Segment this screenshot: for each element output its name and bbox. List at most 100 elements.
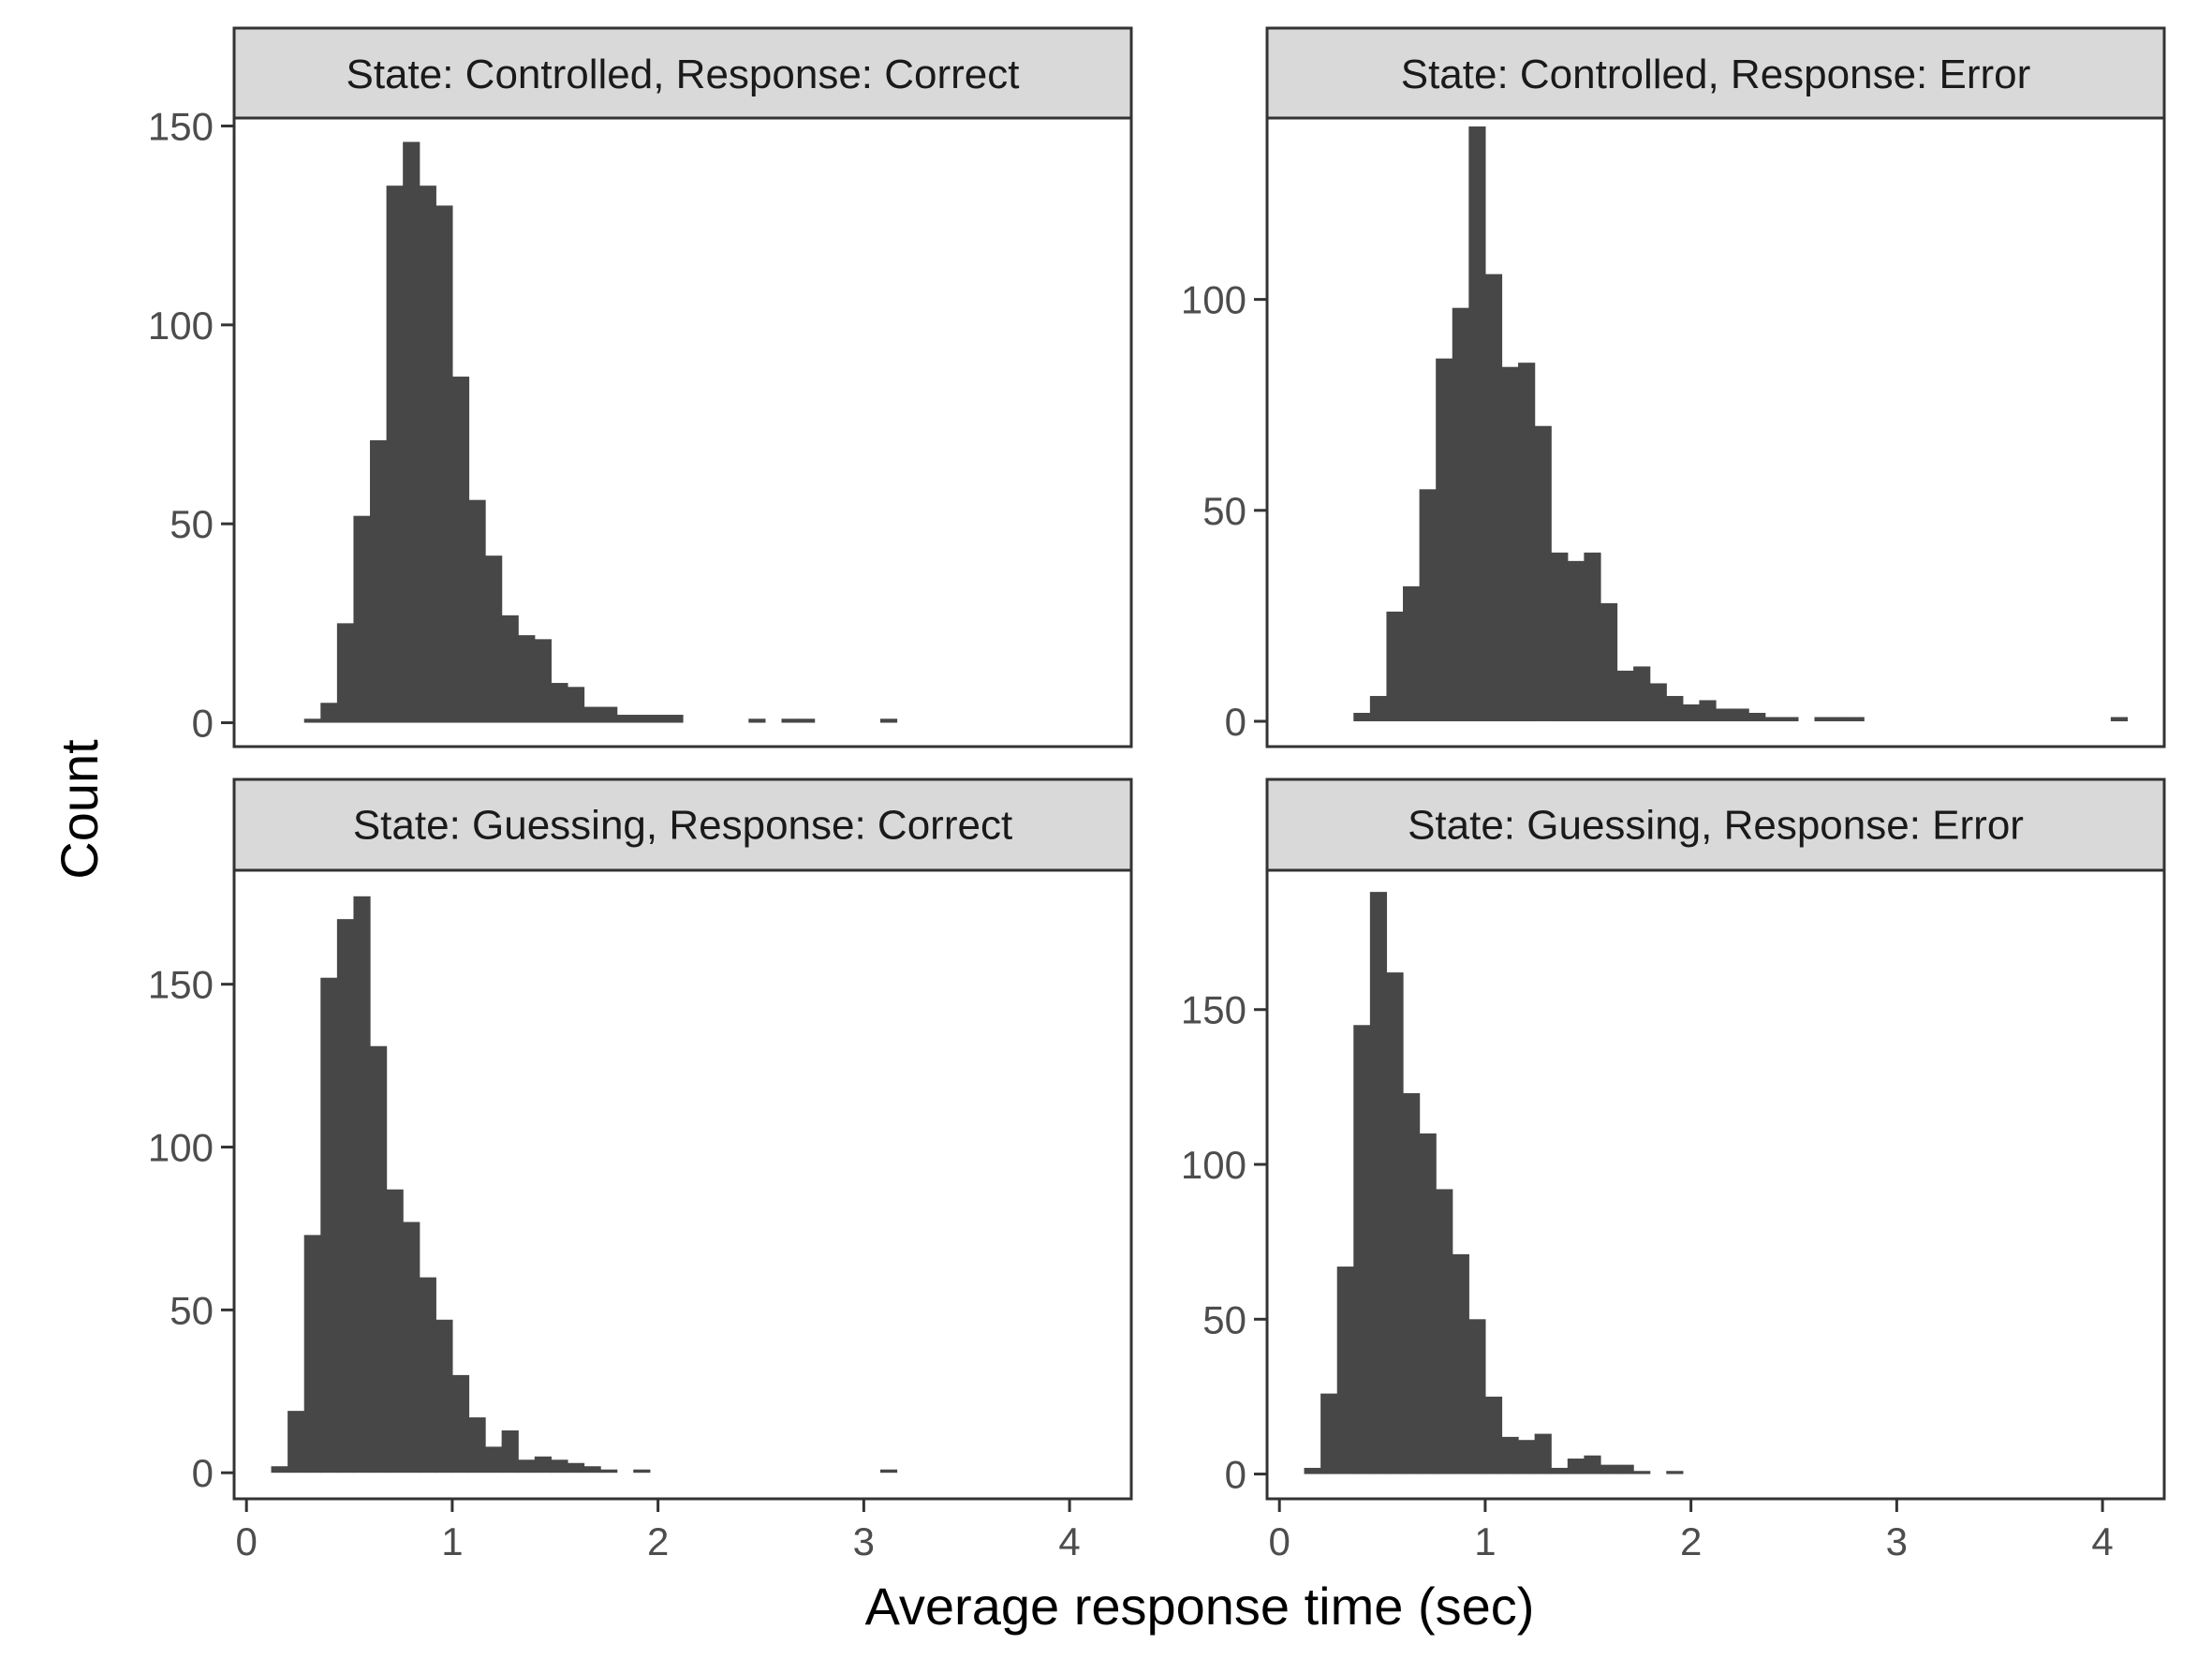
y-tick-label: 0 [192, 1451, 214, 1495]
histogram-bar [1633, 1471, 1651, 1474]
histogram-bar [353, 896, 371, 1474]
histogram-bar [1567, 1459, 1585, 1474]
y-tick-label: 100 [148, 1126, 214, 1170]
panel-border [232, 868, 1133, 1501]
x-tick-label: 0 [1269, 1519, 1290, 1563]
histogram-bar [1682, 704, 1701, 721]
facet-strip-label: State: Controlled, Response: Correct [346, 52, 1019, 97]
histogram-bar [748, 718, 766, 723]
histogram-bar [501, 615, 519, 723]
histogram-bar [1551, 552, 1569, 721]
histogram-bar [1353, 712, 1371, 721]
histogram-bar [1452, 307, 1469, 721]
y-tick-label: 0 [192, 702, 214, 746]
histogram-bar [1386, 611, 1404, 721]
histogram-bar [403, 141, 420, 723]
y-tick-label: 150 [148, 104, 214, 148]
histogram-bar [1452, 1253, 1469, 1474]
facet-strip [1265, 26, 2166, 122]
histogram-bar [518, 1459, 536, 1474]
y-tick-label: 150 [1181, 988, 1246, 1032]
histogram-bar [1320, 1393, 1338, 1474]
histogram-bar [1781, 717, 1799, 721]
histogram-bar [1369, 695, 1388, 721]
x-tick-label: 1 [1474, 1519, 1496, 1563]
histogram-bar [1616, 670, 1634, 721]
histogram-bar [501, 1429, 519, 1474]
x-tick-label: 2 [647, 1519, 669, 1563]
histogram-bar [303, 718, 321, 723]
histogram-bar [419, 185, 436, 723]
histogram-bar [1353, 1025, 1371, 1474]
histogram-bar [879, 718, 898, 723]
histogram-bar [1716, 708, 1733, 721]
histogram-bar [1436, 1189, 1453, 1474]
facet-strip [232, 26, 1133, 122]
histogram-bar [649, 715, 668, 723]
histogram-bar [1369, 892, 1388, 1474]
histogram-bar [1551, 1467, 1569, 1474]
y-tick-label: 100 [1181, 278, 1246, 322]
y-tick-label: 0 [1225, 1453, 1246, 1497]
panel-4: State: Guessing, Response: Error 0 50 100 15… [1181, 778, 2166, 1563]
y-tick-label: 100 [1181, 1143, 1246, 1187]
histogram-bar [798, 718, 816, 723]
panel-border [1265, 116, 2166, 748]
histogram-bar [1534, 425, 1552, 721]
histogram-bar [1748, 712, 1766, 721]
histogram-bar [419, 1277, 436, 1474]
facet-strip-label: State: Controlled, Response: Error [1401, 52, 2031, 97]
histogram-bar [551, 683, 568, 723]
histogram-bar [320, 977, 338, 1474]
histogram-bar [336, 623, 355, 723]
histogram-bar [1468, 1319, 1486, 1474]
histogram-bar [518, 635, 536, 723]
y-axis-title: Count [50, 739, 109, 880]
panel-border [1265, 868, 2166, 1501]
histogram-bar [1764, 717, 1782, 721]
histogram-bar [485, 1446, 503, 1474]
y-tick-label: 50 [170, 1288, 214, 1332]
histogram-bar [451, 1374, 470, 1474]
histogram-bar [1633, 666, 1651, 721]
histogram-bar [1468, 126, 1486, 721]
histogram-bar [1616, 1464, 1634, 1474]
histogram-bar [1501, 366, 1519, 721]
histogram-bar [633, 1469, 651, 1474]
y-tick-label: 100 [148, 304, 214, 348]
histogram-bar [403, 1222, 420, 1474]
histogram-bar [1584, 552, 1601, 721]
x-tick-label: 2 [1680, 1519, 1702, 1563]
histogram-bar [600, 706, 618, 723]
histogram-bar [1666, 695, 1684, 721]
panel-2: State: Controlled, Response: Error 0 50 100 [1181, 26, 2166, 748]
x-tick-label: 3 [1886, 1519, 1908, 1563]
panel-1: State: Controlled, Response: Correct 0 50 1… [148, 26, 1133, 748]
x-tick-label: 4 [2091, 1519, 2113, 1563]
histogram-bar [386, 185, 404, 723]
histogram-bar [468, 1417, 486, 1474]
histogram-bar [1847, 717, 1865, 721]
histogram-bar [1336, 1266, 1354, 1474]
histogram-bar [1484, 274, 1503, 721]
histogram-bar [370, 439, 388, 723]
histogram-bar [288, 1411, 305, 1474]
y-tick-label: 50 [170, 502, 214, 546]
histogram-bar [633, 715, 651, 723]
histogram-bar [583, 1466, 601, 1474]
x-tick-label: 0 [236, 1519, 258, 1563]
x-tick-label: 4 [1058, 1519, 1080, 1563]
histogram-bar [1567, 560, 1585, 721]
histogram-bar [781, 718, 799, 723]
histogram-bar [600, 1469, 618, 1474]
histogram-bar [451, 377, 470, 723]
histogram-bar [1814, 717, 1832, 721]
facet-strip-label: State: Guessing, Response: Error [1408, 803, 2024, 849]
histogram-bar [1534, 1433, 1552, 1474]
histogram-bar [271, 1466, 288, 1474]
histogram-bar [534, 1456, 552, 1474]
panel-border [232, 116, 1133, 748]
x-axis-title: Average response time (sec) [865, 1577, 1535, 1636]
x-tick-label: 3 [853, 1519, 875, 1563]
